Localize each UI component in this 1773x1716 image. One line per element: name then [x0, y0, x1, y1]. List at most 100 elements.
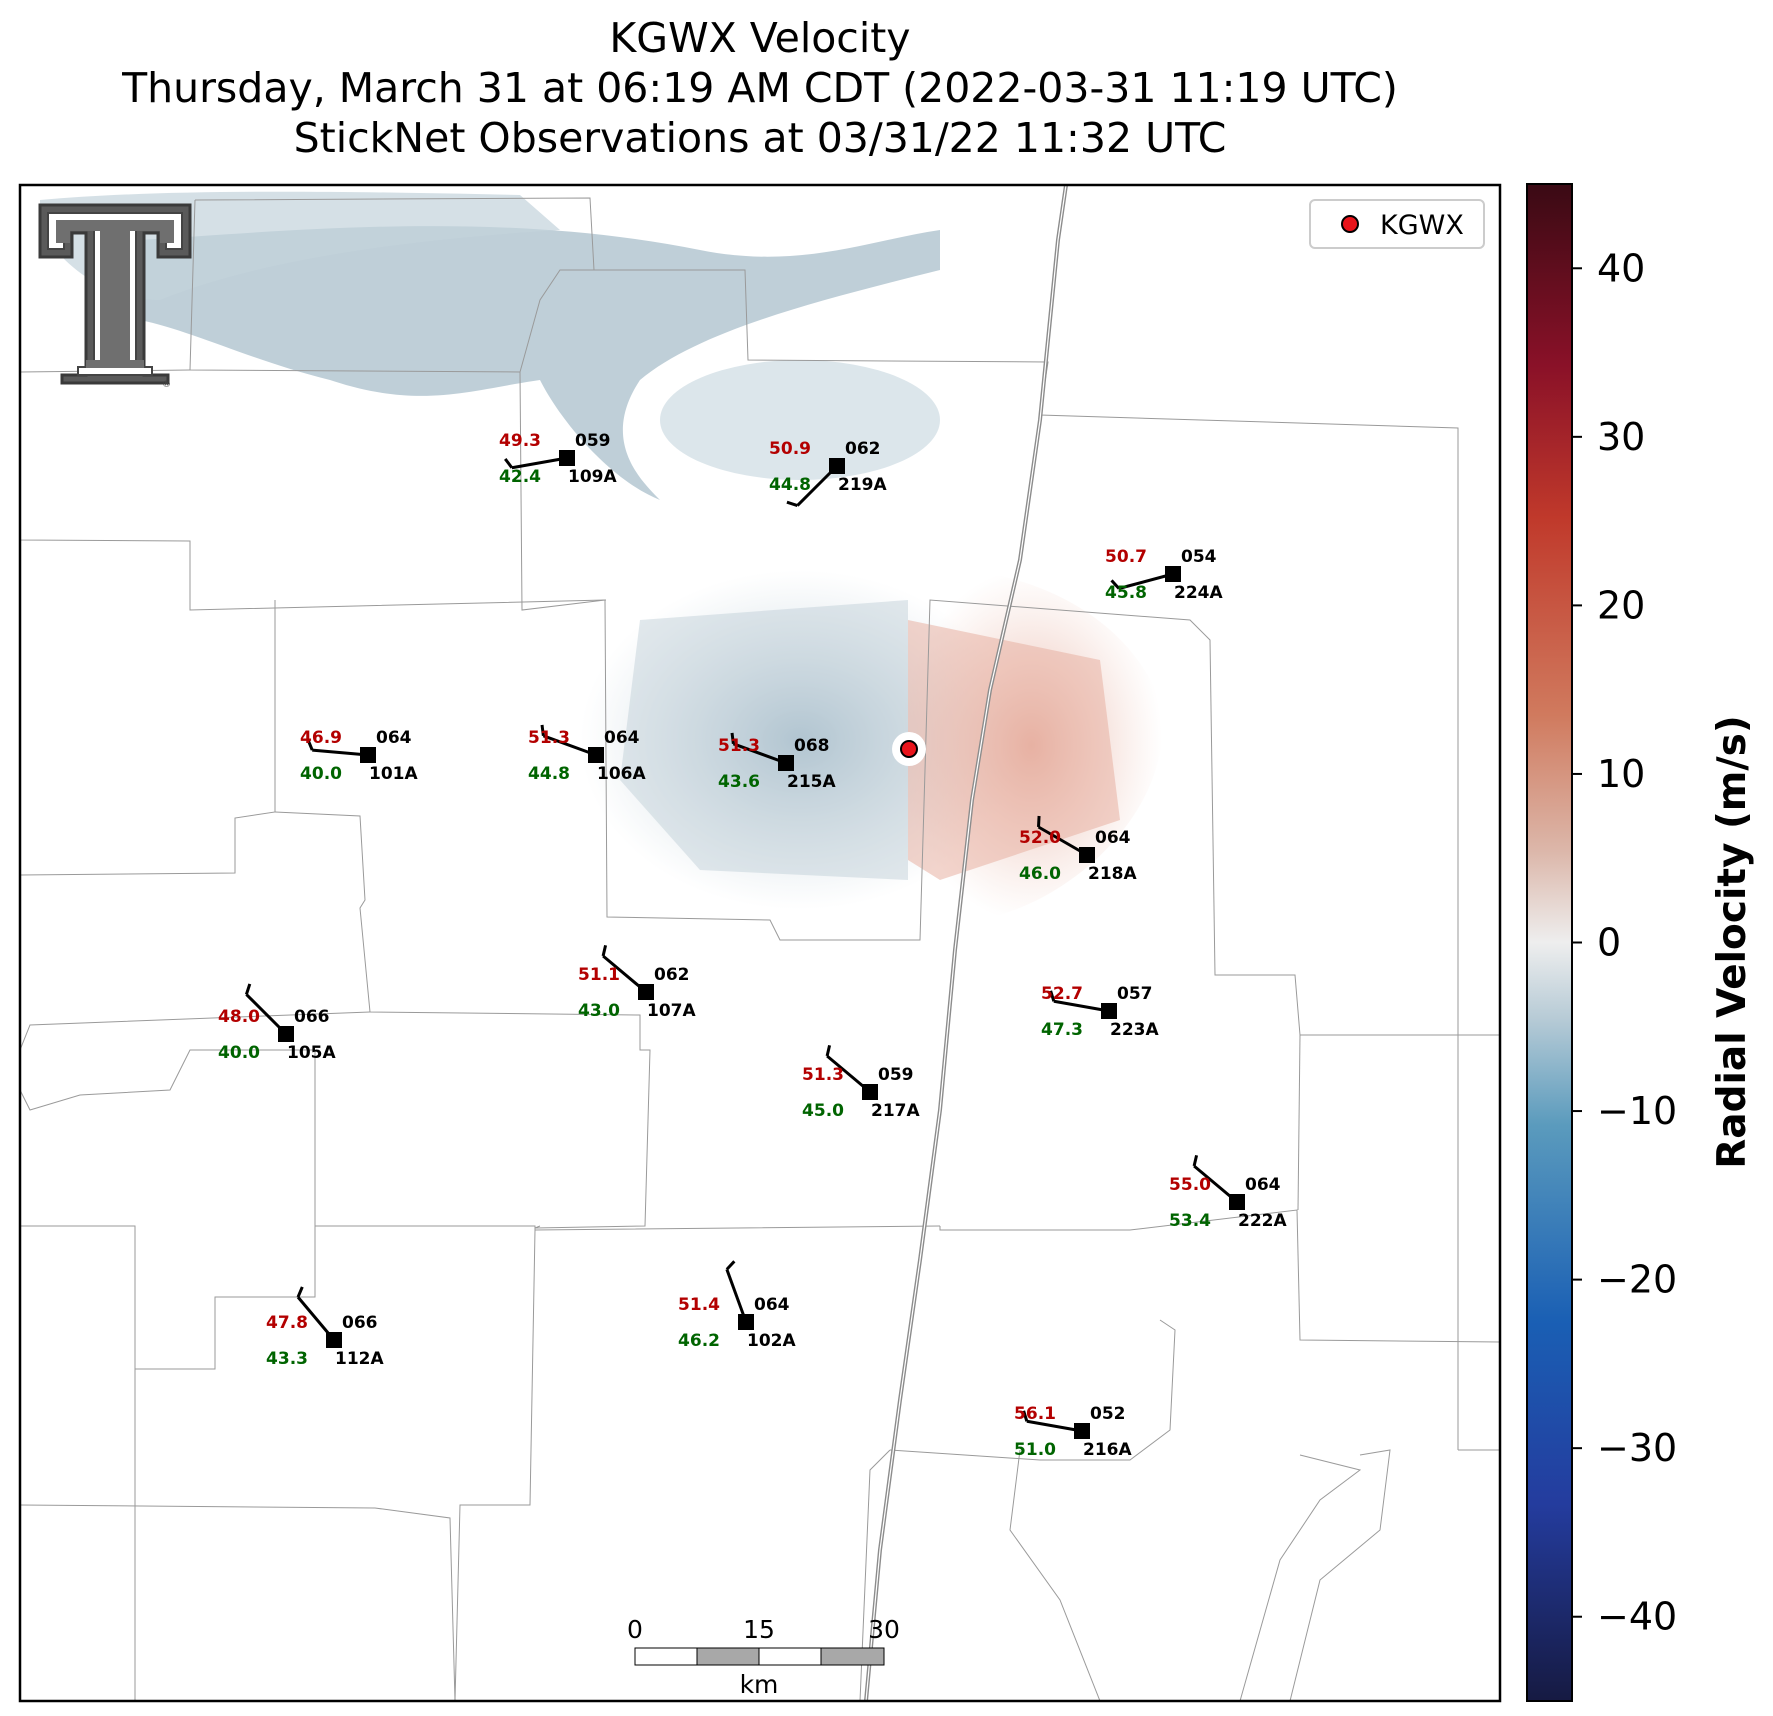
station-pressure: 064: [754, 1295, 790, 1315]
station-dewpoint: 45.8: [1105, 583, 1147, 603]
legend-marker: [1341, 215, 1359, 233]
station-106A[interactable]: 51.3 064 44.8 106A: [528, 724, 646, 784]
station-marker: [1229, 1194, 1245, 1210]
colorbar-tick-label: −40: [1597, 1595, 1677, 1639]
colorbar-title: Radial Velocity (m/s): [1710, 715, 1755, 1168]
station-pressure: 062: [654, 965, 690, 985]
station-marker: [326, 1332, 342, 1348]
station-id: 217A: [871, 1101, 920, 1121]
station-marker: [638, 984, 654, 1000]
wind-barb-shaft: [725, 1268, 748, 1323]
station-temperature: 51.3: [802, 1065, 844, 1085]
legend-label: KGWX: [1380, 210, 1464, 241]
station-217A[interactable]: 51.3 059 45.0 217A: [802, 1044, 920, 1121]
scale-tick-30: 30: [868, 1615, 900, 1644]
station-218A[interactable]: 52.0 064 46.0 218A: [1019, 815, 1137, 884]
station-pressure: 066: [294, 1007, 330, 1027]
wind-barb-flag: [786, 500, 798, 508]
scale-bar: 0 15 30 km: [627, 1615, 900, 1699]
station-dewpoint: 45.0: [802, 1101, 844, 1121]
station-pressure: 064: [604, 728, 640, 748]
station-101A[interactable]: 46.9 064 40.0 101A: [300, 728, 418, 784]
wind-barb-flag: [1049, 990, 1056, 1002]
station-dewpoint: 44.8: [528, 764, 570, 784]
station-marker: [829, 458, 845, 474]
station-222A[interactable]: 55.0 064 53.4 222A: [1169, 1154, 1287, 1231]
station-224A[interactable]: 50.7 054 45.8 224A: [1105, 547, 1223, 603]
station-dewpoint: 42.4: [499, 467, 541, 487]
colorbar-tick-label: −10: [1597, 1089, 1677, 1133]
station-id: 102A: [747, 1331, 796, 1351]
station-223A[interactable]: 52.7 057 47.3 223A: [1041, 984, 1159, 1040]
station-pressure: 068: [794, 736, 830, 756]
station-marker: [1074, 1423, 1090, 1439]
colorbar-tick-label: 0: [1597, 921, 1621, 965]
station-dewpoint: 43.6: [718, 772, 760, 792]
title-radar: KGWX Velocity: [609, 14, 911, 62]
scale-tick-0: 0: [627, 1615, 643, 1644]
colorbar-tick-label: −30: [1597, 1426, 1677, 1470]
texas-tech-double-t-logo: ®: [38, 203, 192, 390]
wind-barb-flag: [601, 944, 608, 957]
station-id: 101A: [369, 764, 418, 784]
colorbar-tick-label: 40: [1597, 246, 1645, 290]
station-marker: [278, 1026, 294, 1042]
station-temperature: 51.3: [718, 736, 760, 756]
station-temperature: 49.3: [499, 431, 541, 451]
station-216A[interactable]: 56.1 052 51.0 216A: [1014, 1404, 1132, 1460]
station-pressure: 066: [342, 1313, 378, 1333]
wind-barb-shaft: [312, 748, 369, 757]
station-id: 224A: [1174, 583, 1223, 603]
station-temperature: 50.7: [1105, 547, 1147, 567]
wind-barb-flag: [1037, 815, 1041, 828]
colorbar-tick-label: 30: [1597, 415, 1645, 459]
scale-unit: km: [740, 1670, 779, 1699]
station-marker: [738, 1314, 754, 1330]
wind-barb-shaft: [1118, 572, 1174, 590]
kgwx-radar-marker[interactable]: [892, 732, 926, 766]
wind-barb-shaft: [1026, 1419, 1083, 1433]
station-marker: [360, 747, 376, 763]
station-109A[interactable]: 49.3 059 42.4 109A: [499, 431, 617, 487]
wind-barb-flag: [504, 458, 514, 469]
station-215A[interactable]: 51.3 068 43.6 215A: [718, 732, 836, 792]
station-pressure: 057: [1117, 984, 1153, 1004]
station-temperature: 50.9: [769, 439, 811, 459]
station-dewpoint: 53.4: [1169, 1211, 1211, 1231]
station-pressure: 059: [878, 1065, 914, 1085]
station-temperature: 46.9: [300, 728, 342, 748]
station-pressure: 059: [575, 431, 611, 451]
station-dewpoint: 46.0: [1019, 864, 1061, 884]
wind-barb-flag: [306, 739, 314, 751]
station-temperature: 56.1: [1014, 1404, 1056, 1424]
station-112A[interactable]: 47.8 066 43.3 112A: [266, 1286, 384, 1369]
colorbar-tick-label: 10: [1597, 752, 1645, 796]
wind-barb-flag: [730, 732, 735, 745]
station-marker: [1165, 566, 1181, 582]
station-marker: [862, 1084, 878, 1100]
station-dewpoint: 43.3: [266, 1349, 308, 1369]
wind-barb-flag: [540, 724, 545, 737]
title-datetime: Thursday, March 31 at 06:19 AM CDT (2022…: [122, 64, 1398, 112]
station-id: 105A: [287, 1043, 336, 1063]
station-219A[interactable]: 50.9 062 44.8 219A: [769, 439, 887, 508]
wind-barb-shaft: [511, 456, 568, 470]
station-marker: [588, 747, 604, 763]
sticknet-stations: 49.3 059 42.4 109A 50.9 062 44.8 219A 50.7 054 45.…: [218, 431, 1287, 1460]
station-dewpoint: 46.2: [678, 1331, 720, 1351]
wind-barb-flag: [825, 1044, 832, 1057]
station-102A[interactable]: 51.4 064 46.2 102A: [678, 1260, 796, 1351]
station-marker: [559, 450, 575, 466]
wind-barb-flag: [244, 983, 252, 995]
station-105A[interactable]: 48.0 066 40.0 105A: [218, 983, 336, 1063]
station-pressure: 064: [1245, 1175, 1281, 1195]
station-id: 107A: [647, 1001, 696, 1021]
station-marker: [1079, 847, 1095, 863]
colorbar-tick-label: −20: [1597, 1258, 1677, 1302]
station-107A[interactable]: 51.1 062 43.0 107A: [578, 944, 696, 1021]
station-temperature: 48.0: [218, 1007, 260, 1027]
station-id: 222A: [1238, 1211, 1287, 1231]
scale-tick-15: 15: [743, 1615, 775, 1644]
map-frame: [18, 183, 1502, 1703]
